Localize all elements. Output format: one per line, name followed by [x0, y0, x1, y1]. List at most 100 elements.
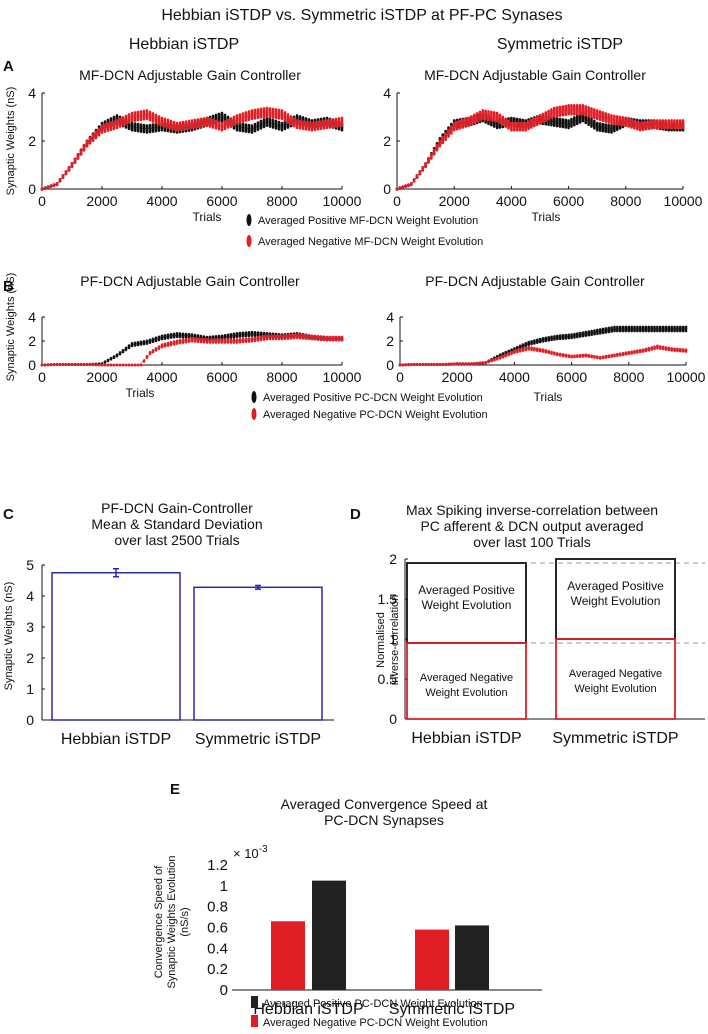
- panel-c-title-line3: over last 2500 Trials: [114, 532, 239, 548]
- x-tick-label: 2000: [86, 369, 117, 385]
- x-tick-label: 0: [393, 193, 401, 209]
- category-label: Symmetric iSTDP: [195, 731, 321, 748]
- series-line: [399, 328, 686, 366]
- bar-positive-label: Averaged Positive: [418, 583, 515, 597]
- y-tick-label: 3: [26, 619, 34, 635]
- panel-e-ylabel-line2: Synaptic Weights Evolution: [166, 855, 178, 988]
- y-tick-label: 2: [28, 133, 36, 149]
- panel-c-ylabel: Synaptic Weights (nS): [3, 582, 15, 691]
- legend-negative-label: Averaged Negative MF-DCN Weight Evolutio…: [258, 236, 483, 248]
- x-tick-label: 6000: [206, 369, 237, 385]
- panel-label-b: B: [3, 278, 14, 295]
- panel-d-title-line3: over last 100 Trials: [473, 534, 591, 550]
- panel-a-legend: Averaged Positive MF-DCN Weight Evolutio…: [246, 214, 483, 248]
- column-title-symmetric: Symmetric iSTDP: [497, 36, 623, 53]
- panel-e-title-line1: Averaged Convergence Speed at: [281, 796, 488, 812]
- panel-d-ylabel-line2: inverse-correlation: [389, 595, 401, 685]
- series-markers: [398, 344, 688, 367]
- y-tick-label: 0: [220, 982, 228, 999]
- panel-label-d: D: [350, 506, 361, 523]
- x-tick-label: 10000: [323, 369, 362, 385]
- panel-b-legend: Averaged Positive PC-DCN Weight Evolutio…: [251, 391, 488, 421]
- y-tick-label: 4: [383, 85, 391, 101]
- bar-positive-label: Averaged Positive: [567, 579, 664, 593]
- legend-positive-label: Averaged Positive MF-DCN Weight Evolutio…: [258, 215, 478, 227]
- panel-label-c: C: [3, 506, 14, 523]
- legend-negative-label: Averaged Negative PC-DCN Weight Evolutio…: [263, 1017, 488, 1029]
- y-tick-label: 4: [28, 309, 36, 325]
- y-tick-label: 0.6: [207, 920, 228, 937]
- panel-a-hebbian-title: MF-DCN Adjustable Gain Controller: [79, 67, 301, 83]
- panel-c-title-line2: Mean & Standard Deviation: [91, 516, 262, 532]
- y-tick-label: 2: [389, 551, 397, 567]
- panel-e-exponent: × 10-3: [233, 844, 268, 861]
- legend-negative-label: Averaged Negative PC-DCN Weight Evolutio…: [263, 409, 488, 421]
- legend-positive-label: Averaged Positive PC-DCN Weight Evolutio…: [263, 392, 483, 404]
- x-tick-label: 4000: [146, 193, 177, 209]
- panel-d-ylabel-line1: Normalised: [375, 612, 387, 668]
- panel-b-symmetric: PF-DCN Adjustable Gain Controller Trials…: [386, 273, 705, 404]
- panel-label-e: E: [170, 781, 180, 798]
- x-tick-label: 0: [38, 193, 46, 209]
- x-tick-label: 2000: [442, 369, 473, 385]
- category-label: Symmetric iSTDP: [552, 730, 678, 747]
- panel-d-title-line1: Max Spiking inverse-correlation between: [406, 502, 658, 518]
- panel-e-legend: Averaged Positive PC-DCN Weight Evolutio…: [251, 996, 488, 1029]
- y-tick-label: 0.5: [378, 671, 398, 687]
- panel-b-hebbian: PF-DCN Adjustable Gain Controller Synapt…: [5, 273, 362, 400]
- panel-a-hebbian-ylabel: Synaptic Weights (nS): [5, 87, 17, 196]
- panel-a-hebbian-xlabel: Trials: [193, 210, 222, 224]
- category-label: Symmetric iSTDP: [389, 1001, 515, 1018]
- x-tick-label: 0: [38, 369, 46, 385]
- panel-b-hebbian-title: PF-DCN Adjustable Gain Controller: [80, 273, 300, 289]
- x-tick-label: 8000: [613, 369, 644, 385]
- y-tick-label: 0.2: [207, 961, 228, 978]
- x-tick-label: 8000: [266, 193, 297, 209]
- x-tick-label: 4000: [496, 193, 527, 209]
- y-tick-label: 1: [26, 681, 34, 697]
- panel-a-symmetric-title: MF-DCN Adjustable Gain Controller: [424, 67, 646, 83]
- x-tick-label: 8000: [266, 369, 297, 385]
- x-tick-label: 4000: [146, 369, 177, 385]
- bar-negative: [271, 921, 305, 990]
- bar-negative-label: Weight Evolution: [574, 683, 656, 695]
- panel-c: PF-DCN Gain-Controller Mean & Standard D…: [3, 500, 334, 748]
- panel-b-symmetric-xlabel: Trials: [534, 390, 563, 404]
- y-tick-label: 2: [28, 333, 36, 349]
- x-tick-label: 2000: [86, 193, 117, 209]
- figure-title: Hebbian iSTDP vs. Symmetric iSTDP at PF-…: [161, 7, 562, 24]
- y-tick-label: 1: [220, 878, 228, 895]
- series-markers: [395, 104, 685, 191]
- y-tick-label: 0: [389, 711, 397, 727]
- bar-negative: [555, 638, 676, 720]
- y-tick-label: 4: [386, 309, 394, 325]
- panel-b-symmetric-title: PF-DCN Adjustable Gain Controller: [425, 273, 645, 289]
- x-tick-label: 2000: [439, 193, 470, 209]
- legend-negative-swatch: [251, 1015, 258, 1027]
- series-markers: [398, 325, 688, 367]
- legend-negative-swatch: [251, 408, 257, 420]
- bar-negative: [415, 929, 449, 990]
- x-tick-label: 10000: [664, 193, 703, 209]
- legend-negative-swatch: [246, 235, 252, 247]
- y-tick-label: 0: [386, 357, 394, 373]
- y-tick-label: 0: [383, 181, 391, 197]
- bar: [193, 586, 323, 721]
- legend-positive-swatch: [251, 391, 257, 403]
- bar-positive: [312, 880, 346, 990]
- bar-negative: [406, 642, 527, 720]
- panel-e-ylabel-line1: Convergence Speed of: [153, 865, 165, 978]
- category-label: Hebbian iSTDP: [253, 1001, 363, 1018]
- bar-positive-label: Weight Evolution: [571, 594, 661, 608]
- bar: [51, 572, 181, 721]
- panel-a-symmetric: MF-DCN Adjustable Gain Controller Trials…: [383, 67, 702, 224]
- y-tick-label: 1: [389, 631, 397, 647]
- panel-d: Max Spiking inverse-correlation between …: [375, 502, 705, 747]
- x-tick-label: 6000: [553, 193, 584, 209]
- x-tick-label: 10000: [667, 369, 706, 385]
- panel-e-title-line2: PC-DCN Synapses: [324, 812, 444, 828]
- series-markers: [40, 333, 344, 367]
- category-label: Hebbian iSTDP: [61, 731, 171, 748]
- panel-b-hebbian-xlabel: Trials: [126, 386, 155, 400]
